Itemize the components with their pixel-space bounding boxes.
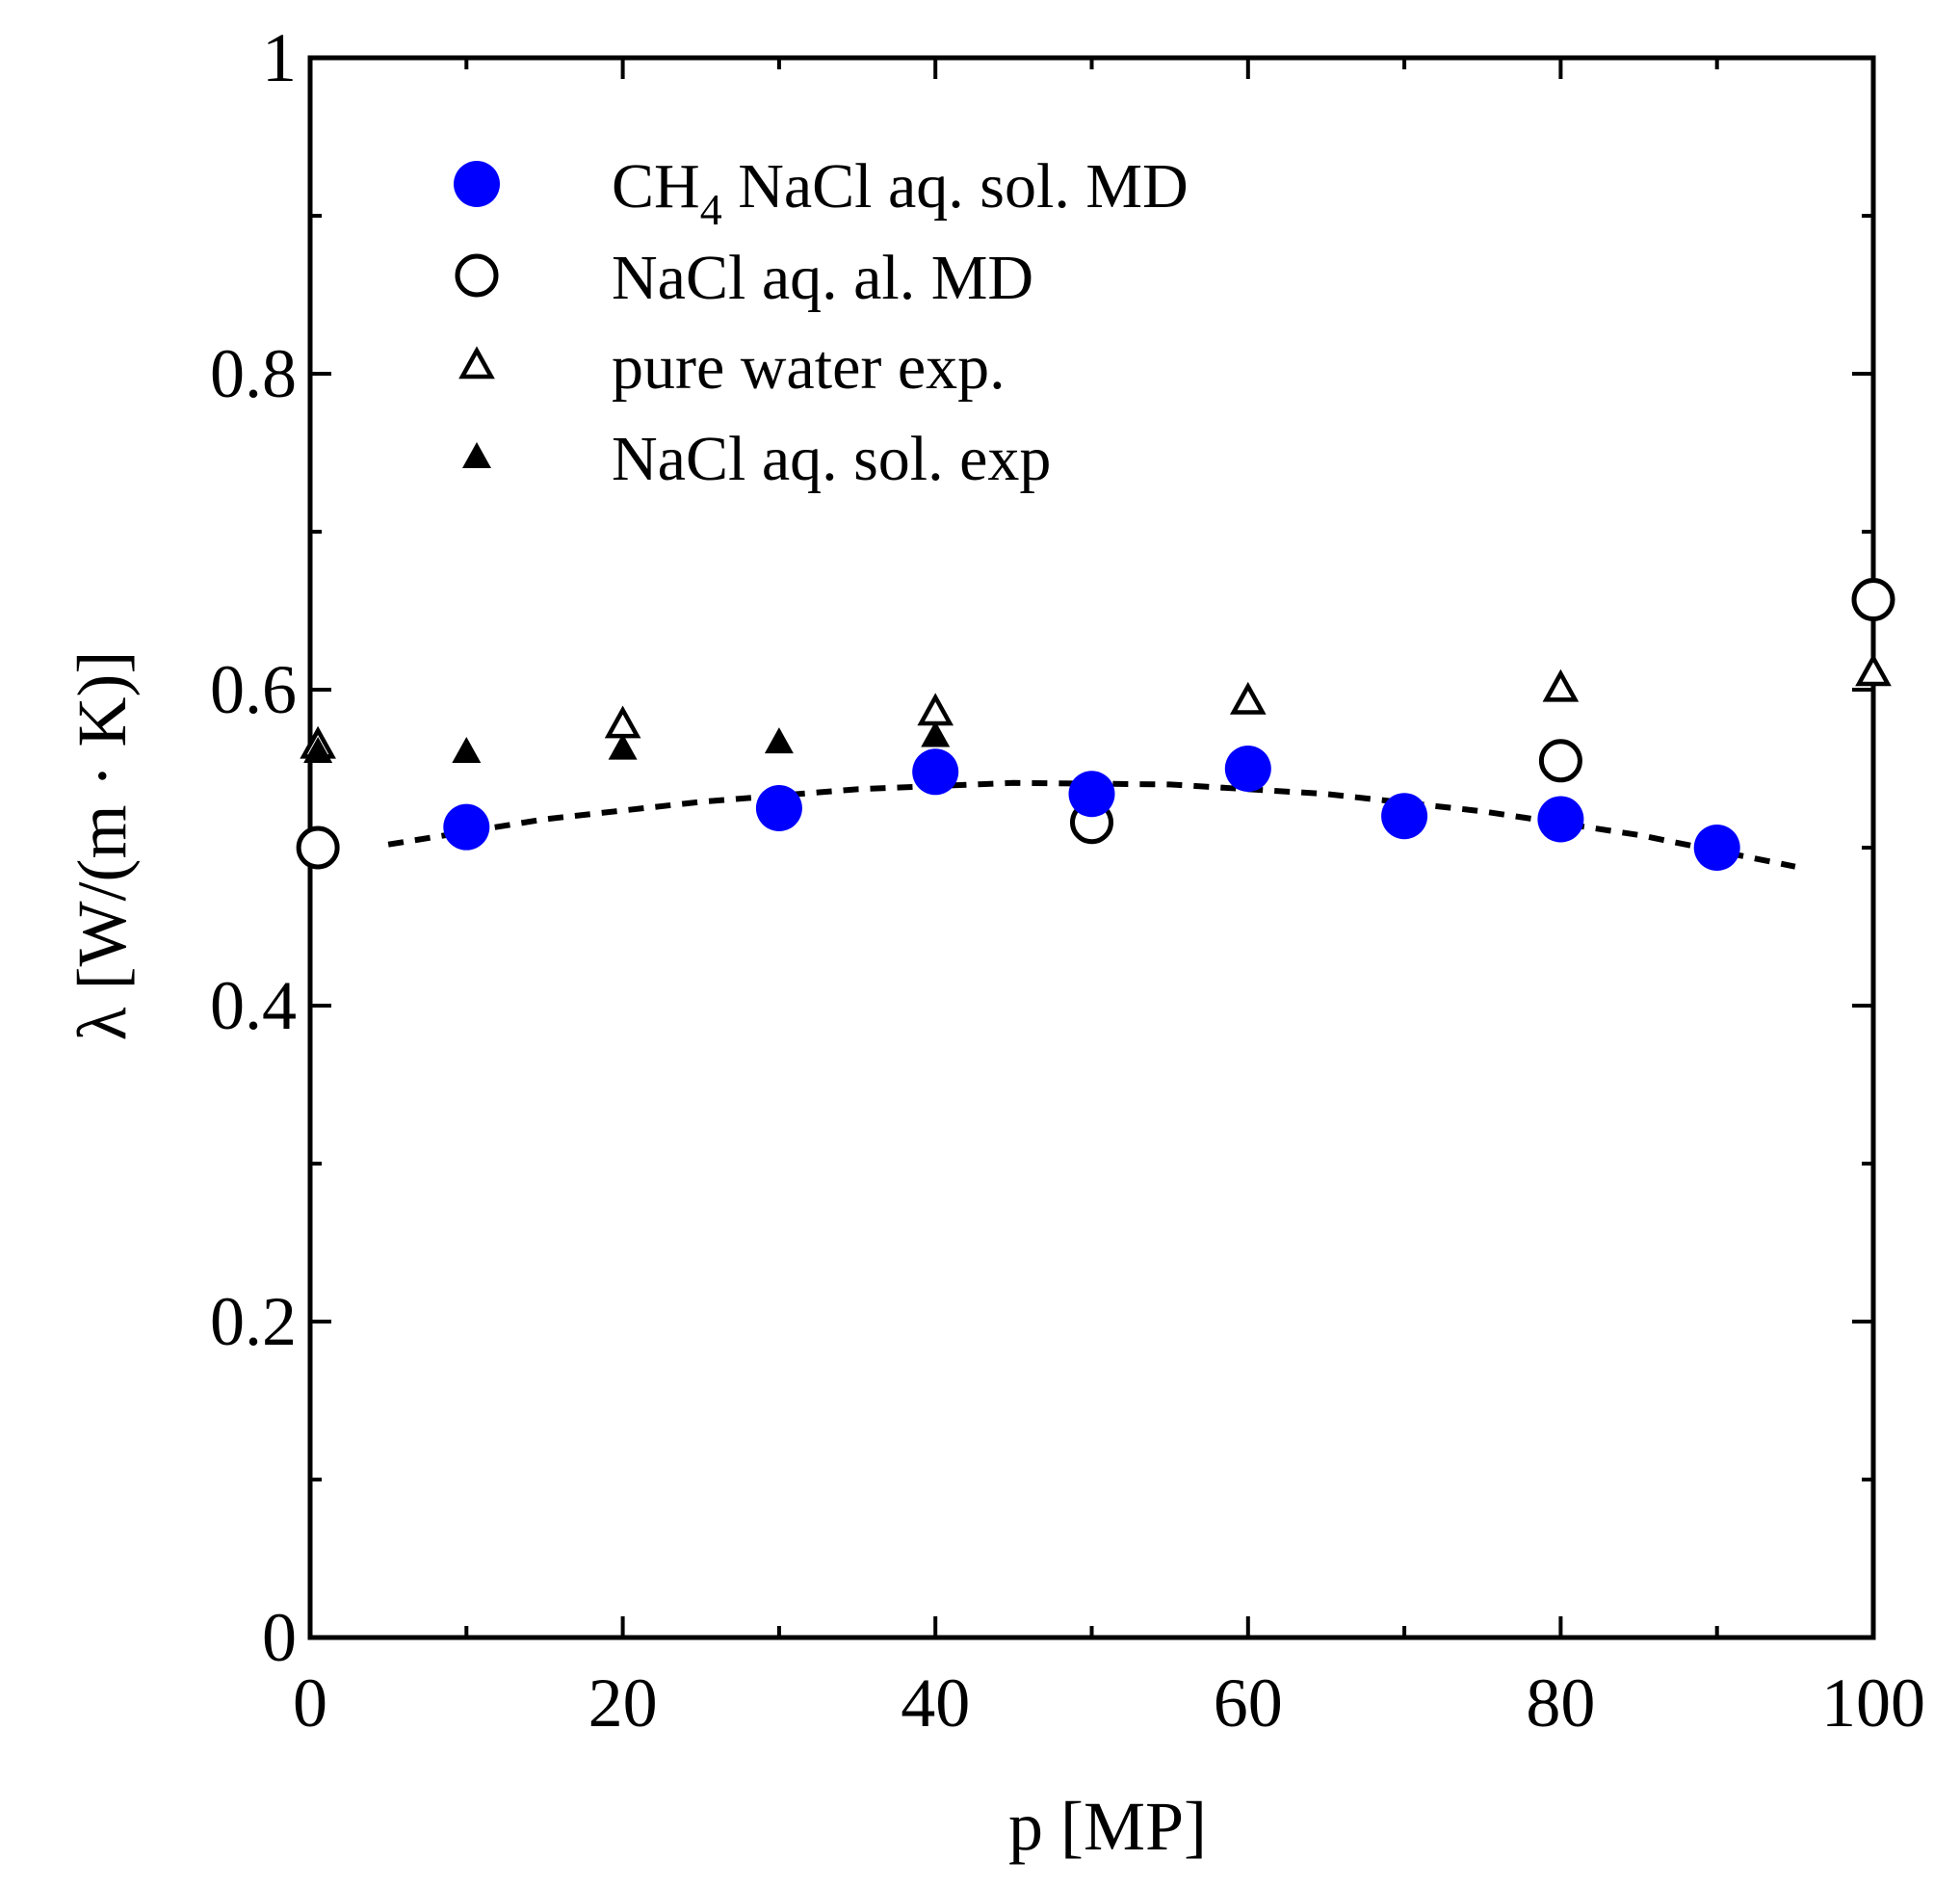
- legend-label: CH4 NaCl aq. sol. MD: [612, 151, 1189, 234]
- data-point-filled-circle: [443, 803, 490, 851]
- x-tick-label: 40: [901, 1664, 970, 1742]
- data-point-filled-circle: [1693, 825, 1740, 871]
- legend-marker-open-circle: [455, 253, 499, 298]
- x-tick-label: 100: [1821, 1664, 1925, 1742]
- data-point-open-circle: [1538, 739, 1582, 783]
- data-point-filled-triangle: [452, 736, 482, 763]
- legend-marker-open-triangle: [458, 346, 495, 380]
- data-point-filled-circle: [912, 748, 959, 796]
- y-tick-label: 1: [262, 19, 297, 96]
- legend-marker-filled-circle: [454, 161, 500, 207]
- data-point-filled-circle: [1537, 796, 1584, 843]
- data-point-filled-triangle: [921, 721, 951, 747]
- legend: CH4 NaCl aq. sol. MD NaCl aq. al. MD pure …: [454, 151, 1189, 494]
- data-point-open-circle: [296, 826, 340, 870]
- data-point-filled-circle: [1381, 793, 1428, 840]
- y-tick-label: 0.4: [210, 967, 297, 1044]
- plot-frame: [307, 55, 1876, 1640]
- data-point-filled-circle: [755, 785, 802, 831]
- x-tick-label: 60: [1214, 1664, 1283, 1742]
- plot-border: [307, 55, 1876, 1640]
- data-point-open-triangle: [1229, 681, 1267, 715]
- y-tick-label: 0: [262, 1599, 297, 1676]
- data-point-filled-circle: [1224, 746, 1271, 792]
- ticks: 0 20 40 60 80 100 0 0.2 0.4 0.6 0.8 1: [210, 19, 1925, 1742]
- data-points: [296, 578, 1895, 871]
- legend-label: NaCl aq. al. MD: [612, 243, 1033, 313]
- y-tick-label: 0.2: [210, 1283, 297, 1360]
- x-tick-label: 80: [1526, 1664, 1595, 1742]
- data-point-open-circle: [1851, 578, 1895, 622]
- data-point-filled-triangle: [303, 736, 333, 763]
- data-point-open-triangle: [1542, 668, 1580, 702]
- legend-marker-filled-triangle: [462, 442, 491, 468]
- data-point-filled-triangle: [608, 733, 638, 760]
- data-point-open-triangle: [1855, 653, 1892, 687]
- x-tick-label: 0: [293, 1664, 327, 1742]
- data-point-filled-triangle: [764, 727, 794, 754]
- data-point-open-triangle: [917, 693, 954, 726]
- x-axis-title: p [MP]: [1008, 1788, 1207, 1865]
- y-tick-label: 0.6: [210, 651, 297, 728]
- x-tick-label: 20: [588, 1664, 658, 1742]
- data-point-open-triangle: [604, 705, 641, 739]
- data-point-filled-circle: [1068, 771, 1115, 818]
- legend-label: NaCl aq. sol. exp: [612, 424, 1051, 494]
- y-axis-title: λ [W/(m · K)]: [64, 651, 141, 1041]
- y-tick-label: 0.8: [210, 335, 297, 412]
- legend-label: pure water exp.: [612, 332, 1006, 403]
